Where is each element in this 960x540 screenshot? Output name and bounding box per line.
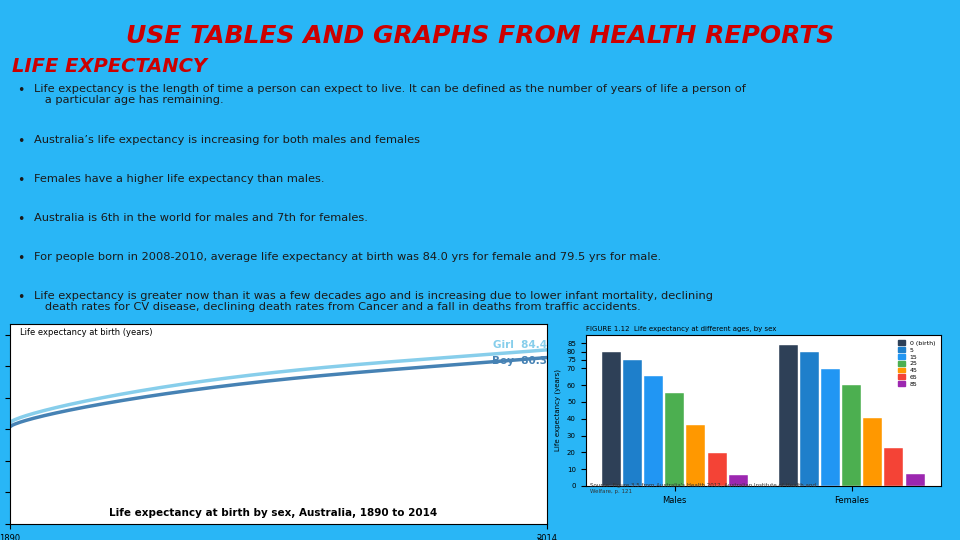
Text: •: • [17, 213, 25, 226]
Text: FIGURE 1.12  Life expectancy at different ages, by sex: FIGURE 1.12 Life expectancy at different… [586, 326, 776, 332]
Text: Australia is 6th in the world for males and 7th for females.: Australia is 6th in the world for males … [34, 213, 368, 223]
Bar [644, 376, 663, 486]
Text: Life expectancy at birth (years): Life expectancy at birth (years) [20, 328, 153, 337]
Text: For people born in 2008-2010, average life expectancy at birth was 84.0 yrs for : For people born in 2008-2010, average li… [34, 252, 660, 262]
Bar [686, 425, 706, 486]
Text: Life expectancy at birth by sex, Australia, 1890 to 2014: Life expectancy at birth by sex, Austral… [109, 508, 438, 518]
Bar [905, 474, 924, 486]
Bar [665, 393, 684, 486]
Bar [708, 453, 727, 486]
Bar [602, 353, 621, 486]
Text: Females have a higher life expectancy than males.: Females have a higher life expectancy th… [34, 174, 324, 184]
Bar [779, 345, 798, 486]
Text: Life expectancy is greater now than it was a few decades ago and is increasing d: Life expectancy is greater now than it w… [34, 291, 712, 312]
Bar [863, 418, 882, 486]
Text: Source: Figure 3.5 from Australia's Health 2012, Australian Institute of Health : Source: Figure 3.5 from Australia's Heal… [590, 483, 816, 494]
Text: •: • [17, 291, 25, 303]
Text: •: • [17, 252, 25, 265]
Bar [842, 386, 861, 486]
Y-axis label: Life expectancy (years): Life expectancy (years) [555, 369, 562, 451]
Text: Life expectancy is the length of time a person can expect to live. It can be def: Life expectancy is the length of time a … [34, 84, 746, 105]
Bar [821, 369, 840, 486]
Bar [884, 448, 903, 486]
Legend: 0 (birth), 5, 15, 25, 45, 65, 85: 0 (birth), 5, 15, 25, 45, 65, 85 [896, 338, 938, 389]
Bar [623, 360, 642, 486]
Text: Boy  80.3: Boy 80.3 [492, 356, 547, 366]
Text: Girl  84.4: Girl 84.4 [493, 340, 547, 350]
Text: •: • [17, 135, 25, 148]
Text: USE TABLES AND GRAPHS FROM HEALTH REPORTS: USE TABLES AND GRAPHS FROM HEALTH REPORT… [126, 24, 834, 48]
Bar [729, 475, 748, 486]
Bar [800, 352, 819, 486]
Text: LIFE EXPECTANCY: LIFE EXPECTANCY [12, 57, 206, 76]
Text: •: • [17, 84, 25, 97]
Text: •: • [17, 174, 25, 187]
Text: Australia’s life expectancy is increasing for both males and females: Australia’s life expectancy is increasin… [34, 135, 420, 145]
